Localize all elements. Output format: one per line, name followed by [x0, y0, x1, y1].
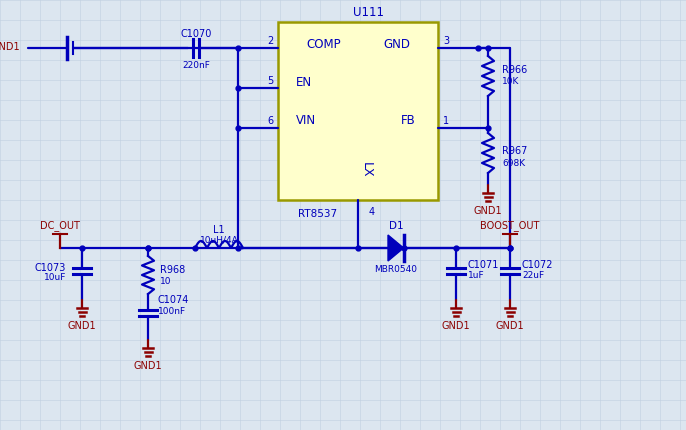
- Text: DC_OUT: DC_OUT: [40, 221, 80, 231]
- Text: U111: U111: [353, 6, 383, 18]
- Text: C1073: C1073: [34, 263, 66, 273]
- Text: 10: 10: [160, 276, 172, 286]
- Text: C1072: C1072: [522, 260, 554, 270]
- Text: 2: 2: [267, 36, 273, 46]
- Text: 1: 1: [443, 116, 449, 126]
- Bar: [278, 22, 438, 200]
- Text: D1: D1: [389, 221, 403, 231]
- Text: GND1: GND1: [496, 321, 524, 331]
- Text: R968: R968: [160, 265, 185, 275]
- Text: GND1: GND1: [134, 361, 163, 371]
- Text: 698K: 698K: [502, 159, 525, 168]
- Text: FB: FB: [401, 114, 416, 126]
- Text: COMP: COMP: [306, 37, 341, 50]
- Text: 3: 3: [443, 36, 449, 46]
- Polygon shape: [388, 235, 403, 261]
- Text: C1070: C1070: [180, 29, 212, 39]
- Text: 220nF: 220nF: [182, 61, 210, 70]
- Text: R967: R967: [502, 146, 528, 156]
- Text: 22uF: 22uF: [522, 271, 544, 280]
- Text: GND: GND: [383, 37, 410, 50]
- Text: RT8537: RT8537: [298, 209, 337, 219]
- Text: C1074: C1074: [158, 295, 189, 305]
- Text: GND1: GND1: [474, 206, 502, 216]
- Text: GND1: GND1: [0, 42, 20, 52]
- Text: 4: 4: [369, 207, 375, 217]
- Text: C1071: C1071: [468, 260, 499, 270]
- Text: LX: LX: [359, 162, 372, 178]
- Text: 5: 5: [267, 76, 273, 86]
- Text: VIN: VIN: [296, 114, 316, 126]
- Text: EN: EN: [296, 76, 312, 89]
- Text: 10uF: 10uF: [44, 273, 66, 283]
- Text: BOOST_OUT: BOOST_OUT: [480, 221, 540, 231]
- Text: 6: 6: [267, 116, 273, 126]
- Text: MBR0540: MBR0540: [375, 265, 418, 274]
- Text: 10uH/4A: 10uH/4A: [200, 236, 238, 245]
- Text: L1: L1: [213, 225, 225, 235]
- Text: R966: R966: [502, 65, 528, 75]
- Text: GND1: GND1: [68, 321, 96, 331]
- Text: GND1: GND1: [442, 321, 471, 331]
- Text: 10K: 10K: [502, 77, 519, 86]
- Text: 1uF: 1uF: [468, 271, 484, 280]
- Text: 100nF: 100nF: [158, 307, 186, 316]
